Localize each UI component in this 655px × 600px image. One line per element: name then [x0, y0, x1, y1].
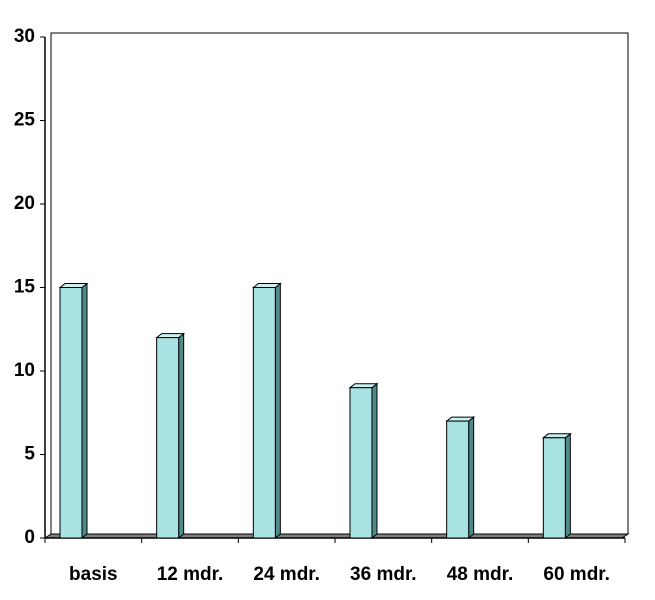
bar-face — [348, 383, 379, 389]
bar-face — [349, 387, 373, 539]
y-tick-label: 20 — [14, 193, 35, 214]
bar-face — [156, 337, 180, 539]
bar-face — [178, 332, 185, 540]
bar-face — [445, 416, 476, 422]
bar — [348, 382, 379, 540]
bar — [541, 432, 572, 540]
x-tick-label: basis — [69, 564, 118, 585]
bar-face — [371, 382, 378, 540]
y-tick-label: 10 — [14, 360, 35, 381]
bar — [58, 282, 89, 540]
x-tick-label: 36 mdr. — [350, 564, 417, 585]
bar-face — [59, 287, 83, 539]
bar-face — [542, 437, 566, 539]
x-tick-label: 24 mdr. — [253, 564, 320, 585]
x-tick-label: 48 mdr. — [447, 564, 514, 585]
back-wall — [50, 32, 629, 534]
bar-face — [274, 282, 281, 540]
bar-face — [155, 333, 186, 339]
bar-face — [251, 283, 282, 288]
bar-face — [81, 282, 88, 540]
bar-face — [252, 287, 276, 539]
y-tick-label: 30 — [14, 26, 35, 47]
bar — [251, 282, 282, 540]
bar-face — [468, 416, 475, 540]
bar — [445, 416, 476, 540]
x-tick-label: 60 mdr. — [543, 564, 610, 585]
bar-face — [541, 433, 572, 439]
y-tick-label: 5 — [24, 444, 35, 465]
y-tick-label: 0 — [24, 527, 35, 548]
bar-face — [58, 283, 89, 288]
x-tick-label: 12 mdr. — [157, 564, 224, 585]
bar-face — [564, 432, 571, 540]
bar — [155, 332, 186, 540]
y-tick-label: 25 — [14, 110, 36, 131]
bar-face — [446, 420, 470, 539]
y-tick-label: 15 — [14, 277, 36, 298]
